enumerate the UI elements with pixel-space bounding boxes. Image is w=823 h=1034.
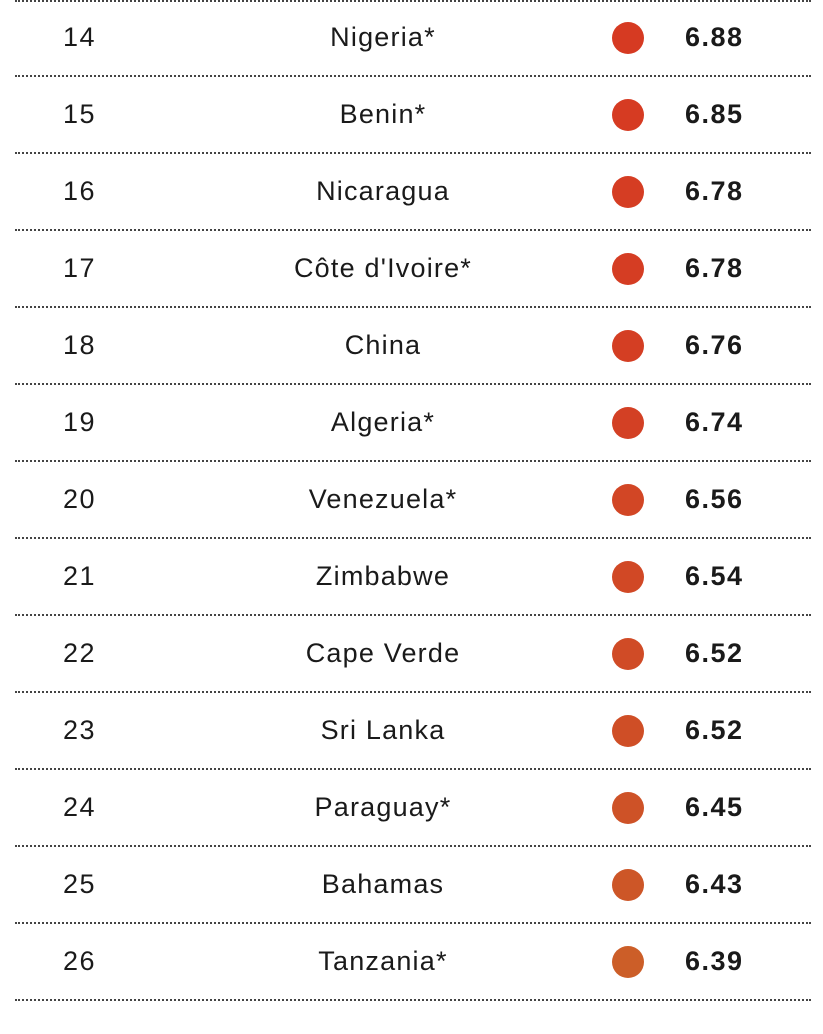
rank-number: 15 — [63, 99, 97, 129]
rank-number: 16 — [63, 176, 97, 206]
score-value: 6.45 — [685, 792, 744, 822]
rank-number: 22 — [63, 638, 97, 668]
score-indicator-dot — [612, 638, 644, 670]
score-indicator-dot — [612, 869, 644, 901]
score-indicator-dot — [612, 253, 644, 285]
score-indicator-dot — [612, 407, 644, 439]
rank-number: 25 — [63, 869, 97, 899]
rank-number: 14 — [63, 22, 97, 52]
country-name: Paraguay* — [314, 792, 452, 822]
table-row: 14 Nigeria* 6.88 — [15, 0, 811, 77]
country-name: China — [344, 330, 422, 360]
score-indicator-dot — [612, 22, 644, 54]
score-value: 6.85 — [685, 99, 744, 129]
rank-number: 19 — [63, 407, 97, 437]
table-row: 19 Algeria* 6.74 — [15, 385, 811, 462]
score-indicator-dot — [612, 792, 644, 824]
table-row: 17 Côte d'Ivoire* 6.78 — [15, 231, 811, 308]
table-row: 22 Cape Verde 6.52 — [15, 616, 811, 693]
score-value: 6.78 — [685, 253, 744, 283]
rank-number: 24 — [63, 792, 97, 822]
country-name: Bahamas — [321, 869, 445, 899]
score-value: 6.78 — [685, 176, 744, 206]
table-row: 20 Venezuela* 6.56 — [15, 462, 811, 539]
table-row: 25 Bahamas 6.43 — [15, 847, 811, 924]
table-row: 24 Paraguay* 6.45 — [15, 770, 811, 847]
score-indicator-dot — [612, 484, 644, 516]
country-name: Zimbabwe — [315, 561, 451, 591]
score-indicator-dot — [612, 715, 644, 747]
table-row: 16 Nicaragua 6.78 — [15, 154, 811, 231]
table-row: 15 Benin* 6.85 — [15, 77, 811, 154]
score-value: 6.76 — [685, 330, 744, 360]
rank-number: 18 — [63, 330, 97, 360]
score-indicator-dot — [612, 946, 644, 978]
score-value: 6.74 — [685, 407, 744, 437]
table-row: 26 Tanzania* 6.39 — [15, 924, 811, 1001]
score-indicator-dot — [612, 99, 644, 131]
score-value: 6.43 — [685, 869, 744, 899]
country-name: Benin* — [339, 99, 427, 129]
country-name: Cape Verde — [305, 638, 461, 668]
score-value: 6.52 — [685, 638, 744, 668]
top-divider — [15, 0, 811, 2]
score-indicator-dot — [612, 176, 644, 208]
score-value: 6.56 — [685, 484, 744, 514]
table-row: 18 China 6.76 — [15, 308, 811, 385]
score-indicator-dot — [612, 330, 644, 362]
score-value: 6.88 — [685, 22, 744, 52]
rank-number: 23 — [63, 715, 97, 745]
country-name: Sri Lanka — [320, 715, 446, 745]
country-name: Venezuela* — [308, 484, 458, 514]
rank-number: 20 — [63, 484, 97, 514]
country-name: Nicaragua — [316, 176, 450, 206]
score-value: 6.52 — [685, 715, 744, 745]
country-name: Côte d'Ivoire* — [293, 253, 473, 283]
table-row: 21 Zimbabwe 6.54 — [15, 539, 811, 616]
rank-number: 26 — [63, 946, 97, 976]
score-value: 6.39 — [685, 946, 744, 976]
rank-number: 17 — [63, 253, 97, 283]
score-indicator-dot — [612, 561, 644, 593]
rank-number: 21 — [63, 561, 97, 591]
table-row: 23 Sri Lanka 6.52 — [15, 693, 811, 770]
country-name: Nigeria* — [330, 22, 436, 52]
country-name: Tanzania* — [318, 946, 448, 976]
score-value: 6.54 — [685, 561, 744, 591]
country-name: Algeria* — [330, 407, 436, 437]
